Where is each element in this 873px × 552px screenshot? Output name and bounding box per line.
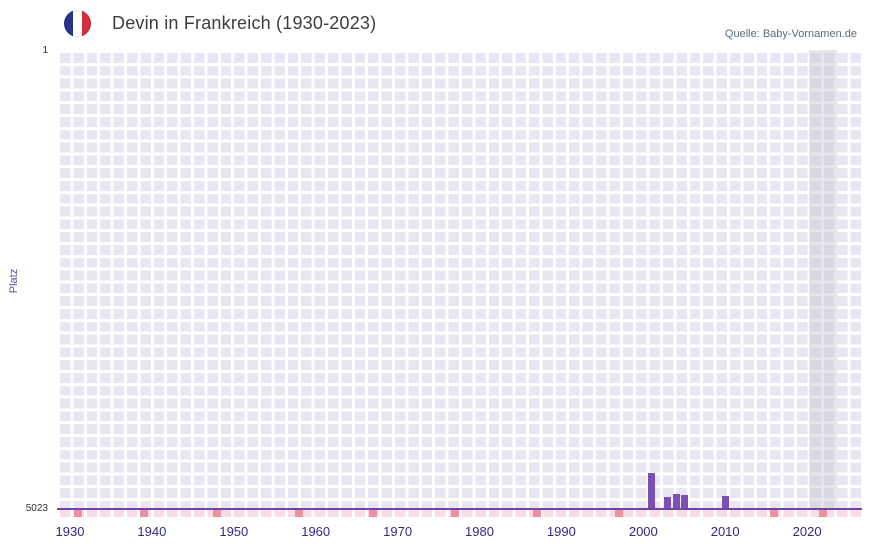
rank-bar <box>647 473 655 508</box>
rank-bar <box>672 493 680 508</box>
no-rank-marker <box>213 510 222 517</box>
no-rank-marker <box>450 510 459 517</box>
no-rank-marker <box>770 510 779 517</box>
no-rank-marker <box>532 510 541 517</box>
rank-bar <box>680 494 688 508</box>
x-axis: 1930 1940 1950 1960 1970 1980 1990 2000 2010 2020 <box>55 524 862 546</box>
x-tick-label: 1980 <box>465 524 494 539</box>
x-tick-label: 2020 <box>792 524 822 539</box>
x-tick-label: 2000 <box>628 524 658 539</box>
x-tick-label: 1940 <box>137 524 167 539</box>
france-flag-icon <box>64 10 91 37</box>
y-axis-title: Platz <box>8 268 20 294</box>
x-tick-label: 1970 <box>383 524 413 539</box>
x-tick-label: 1950 <box>219 524 249 539</box>
y-axis-bottom-label: 5023 <box>25 503 48 514</box>
rank-bar <box>721 496 729 508</box>
recent-years-highlight-band <box>809 50 837 508</box>
x-tick-label: 1990 <box>546 524 576 539</box>
x-tick-label: 2010 <box>710 524 740 539</box>
y-axis-top-label: 1 <box>42 45 48 56</box>
x-tick-label: 1930 <box>55 524 85 539</box>
no-rank-marker <box>74 510 83 517</box>
page-title: Devin in Frankreich (1930-2023) <box>112 13 377 33</box>
source-label: Quelle: Baby-Vornamen.de <box>724 28 857 40</box>
no-rank-strip <box>57 510 862 517</box>
no-rank-marker <box>614 510 623 517</box>
x-tick-label: 1960 <box>301 524 331 539</box>
rank-bar <box>664 496 672 508</box>
no-rank-marker <box>819 510 828 517</box>
plot-area <box>57 50 862 510</box>
no-rank-marker <box>369 510 378 517</box>
no-rank-marker <box>139 510 148 517</box>
no-rank-marker <box>295 510 304 517</box>
